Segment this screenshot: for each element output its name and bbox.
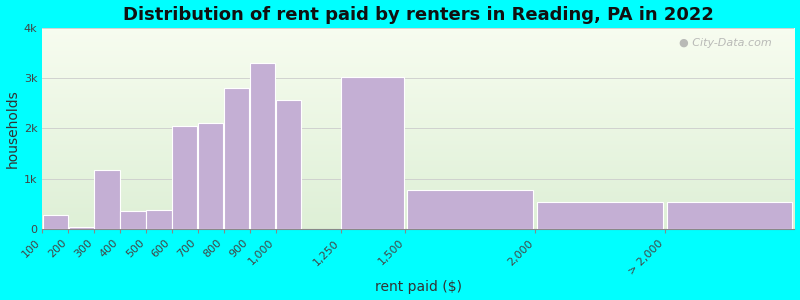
Bar bbox=[537, 202, 663, 229]
Bar bbox=[172, 126, 198, 229]
Bar bbox=[121, 211, 146, 229]
Bar bbox=[276, 100, 302, 229]
Bar bbox=[407, 190, 533, 229]
Text: ● City-Data.com: ● City-Data.com bbox=[679, 38, 772, 48]
Bar bbox=[342, 77, 404, 229]
Bar bbox=[224, 88, 250, 229]
Bar bbox=[666, 202, 793, 229]
Title: Distribution of rent paid by renters in Reading, PA in 2022: Distribution of rent paid by renters in … bbox=[123, 6, 714, 24]
Bar bbox=[250, 63, 275, 229]
X-axis label: rent paid ($): rent paid ($) bbox=[375, 280, 462, 294]
Bar bbox=[42, 215, 68, 229]
Y-axis label: households: households bbox=[6, 89, 19, 168]
Bar bbox=[94, 169, 120, 229]
Bar bbox=[69, 227, 94, 229]
Bar bbox=[146, 210, 171, 229]
Bar bbox=[198, 123, 223, 229]
